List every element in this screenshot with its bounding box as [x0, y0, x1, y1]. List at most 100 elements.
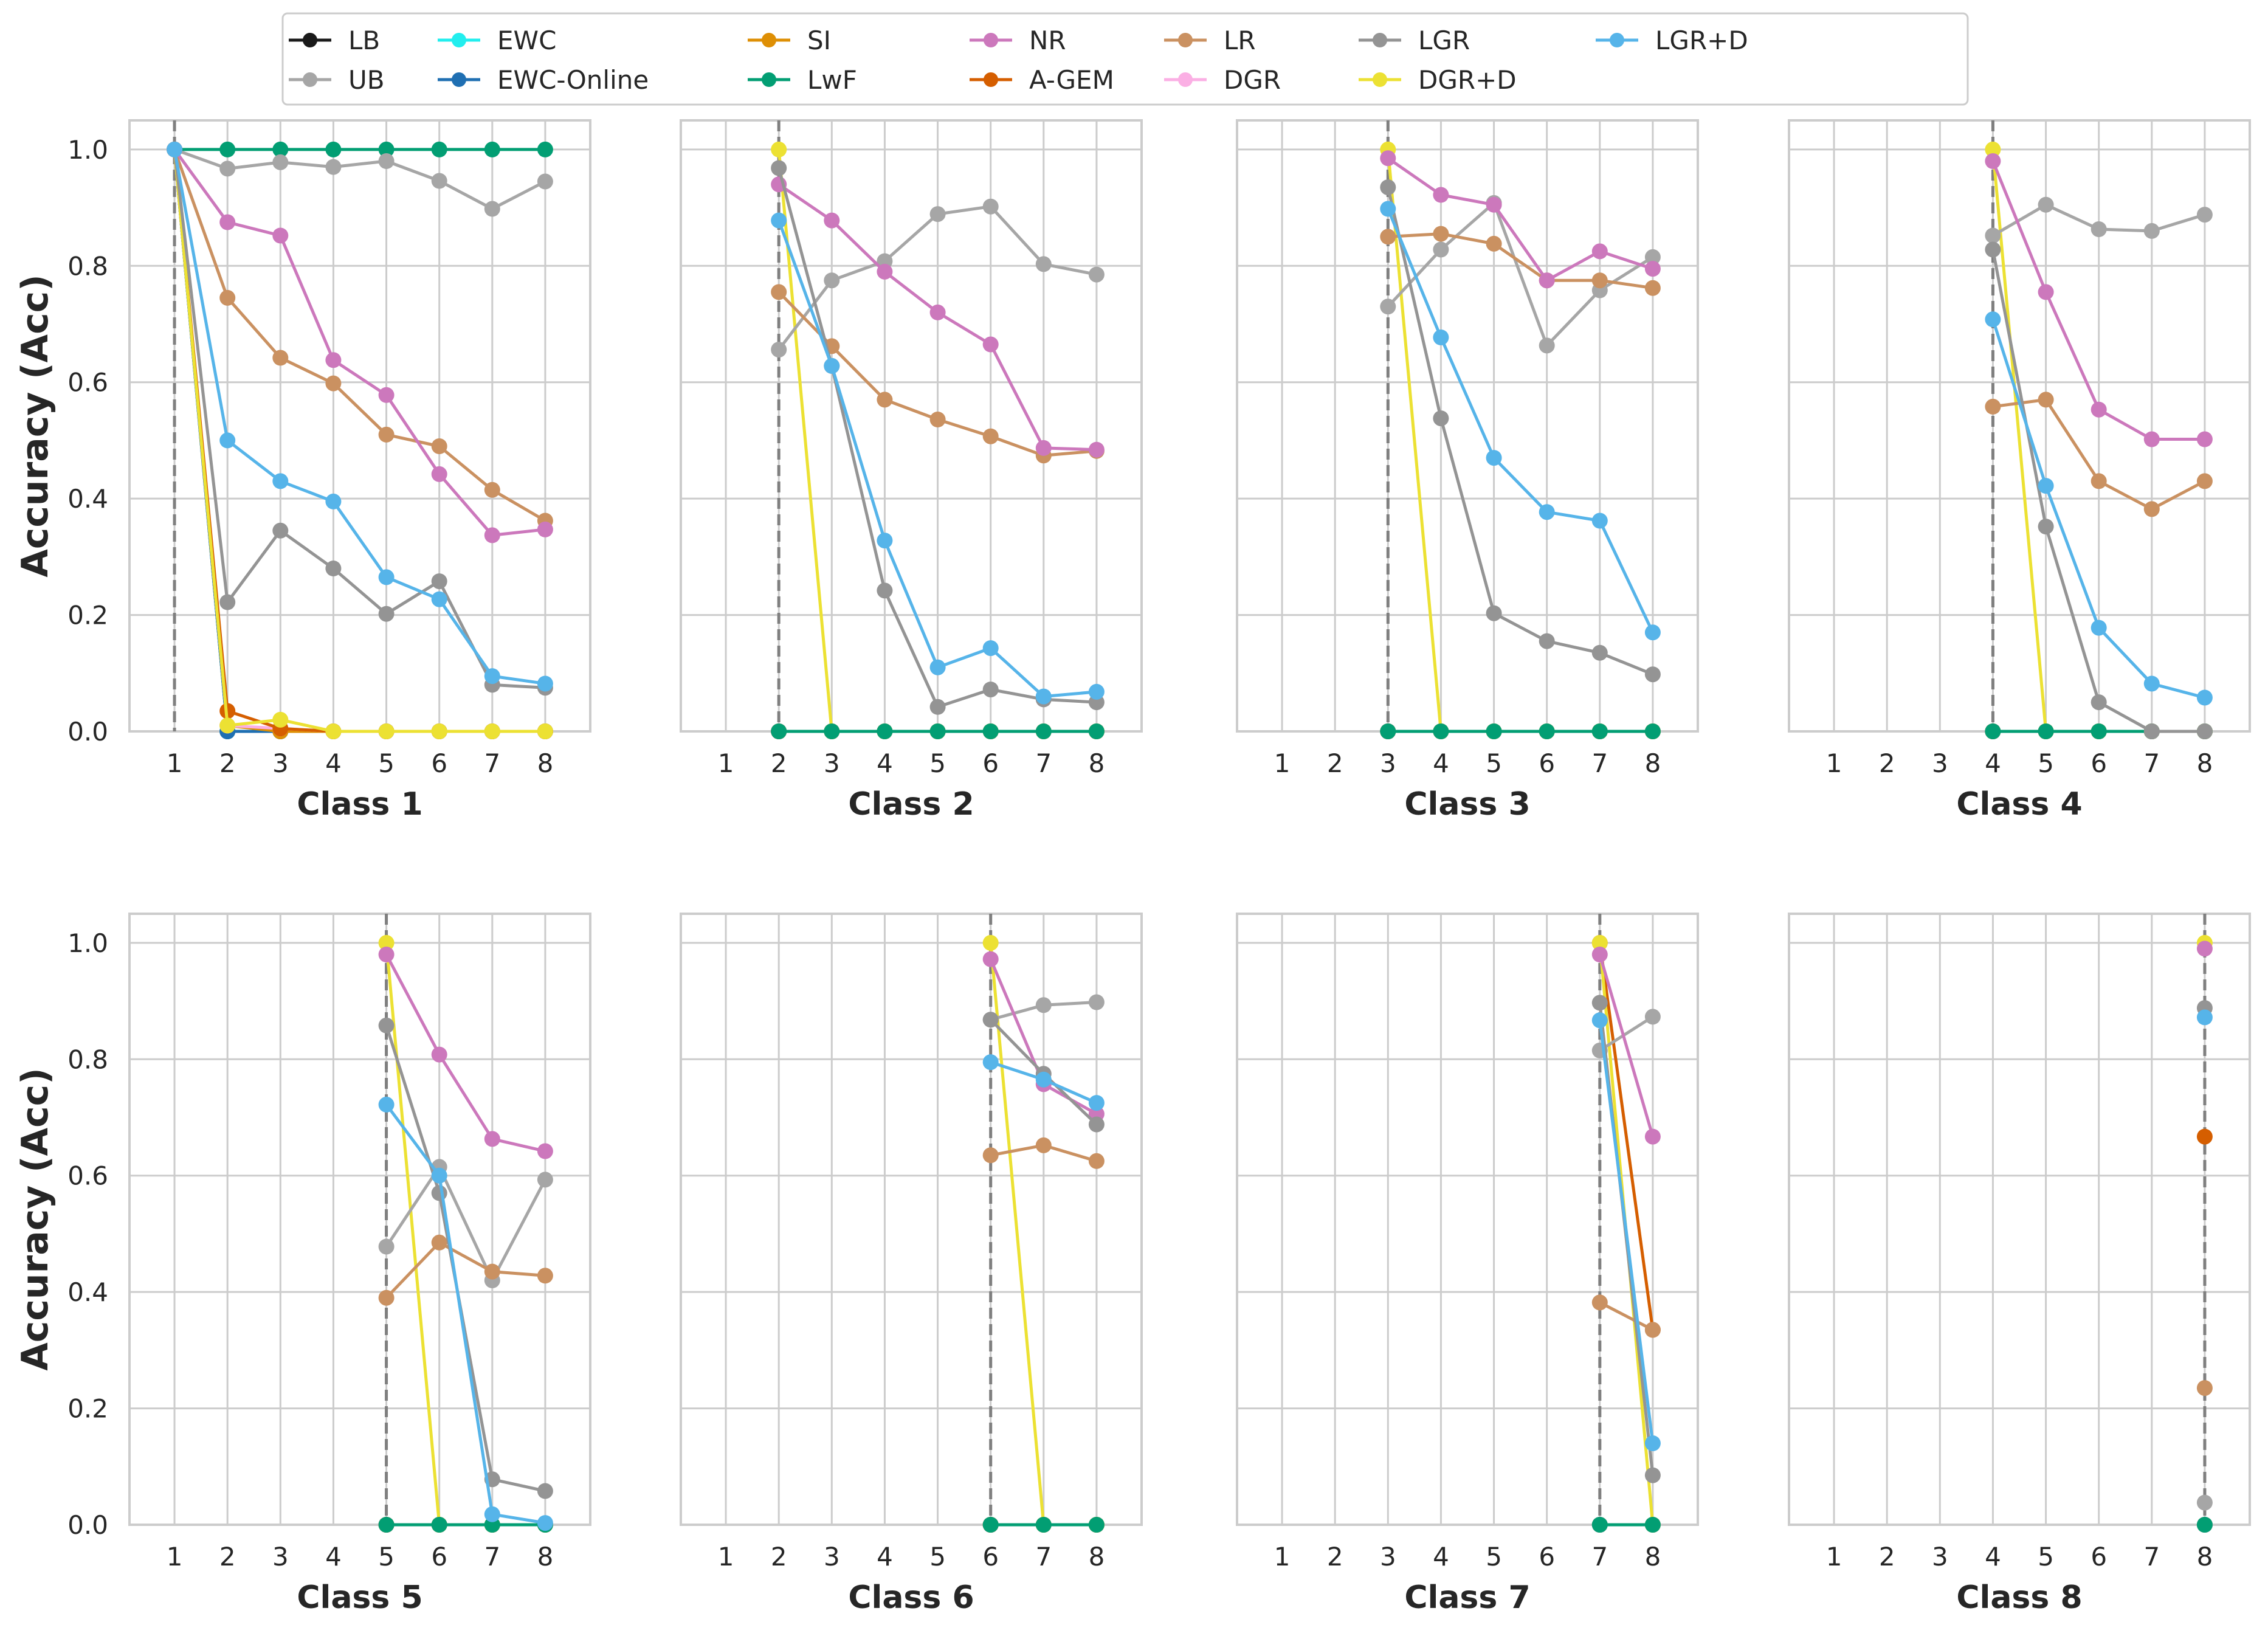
data-point: [1035, 1071, 1052, 1088]
legend-label-lwf: LwF: [807, 65, 857, 95]
series-a-gem: [2196, 1128, 2213, 1145]
data-point: [1539, 504, 1555, 520]
x-tick-label: 6: [2090, 1542, 2107, 1572]
y-tick-label: 0.4: [67, 1277, 108, 1307]
data-point: [877, 723, 893, 739]
data-point: [2143, 501, 2160, 517]
y-tick-labels: 0.0 0.2 0.4 0.6 0.8 1.0: [67, 928, 108, 1540]
data-point: [431, 1046, 447, 1063]
data-point: [537, 1268, 553, 1284]
legend-item-a-gem: A-GEM: [970, 65, 1114, 95]
legend-marker-dgr: [1178, 72, 1193, 87]
data-point: [219, 289, 236, 306]
legend-item-dgr: DGR: [1164, 65, 1281, 95]
legend-label-ewc-online: EWC-Online: [497, 65, 649, 95]
data-point: [1088, 1116, 1105, 1133]
data-point: [537, 723, 553, 739]
data-point: [272, 154, 289, 170]
x-tick-label: 3: [1932, 748, 1948, 778]
data-point: [982, 1517, 999, 1533]
data-point: [1486, 235, 1502, 252]
legend: LB UB EWC EWC-Online SI LwF NR A-GEM LR DGR LGR DGR…: [281, 12, 1969, 106]
data-point: [877, 582, 893, 599]
data-point: [2196, 1494, 2213, 1511]
series-line-nr: [1387, 157, 1653, 282]
legend-item-ewc: EWC: [438, 26, 556, 55]
panel-frame: [680, 913, 1143, 1526]
series-dgr-d: [167, 141, 553, 739]
x-tick-label: 7: [484, 748, 500, 778]
data-point: [1644, 1467, 1661, 1483]
data-point: [2196, 1009, 2213, 1026]
series-lgr-d: [771, 212, 1105, 705]
panel-title: Class 2: [848, 786, 974, 823]
data-point: [2038, 519, 2054, 535]
series-group: [167, 141, 553, 739]
data-point: [537, 521, 553, 537]
data-point: [378, 723, 395, 739]
data-point: [824, 212, 840, 229]
x-tick-label: 4: [1433, 748, 1449, 778]
data-point: [378, 1096, 395, 1113]
x-tick-label: 2: [1327, 1542, 1343, 1572]
data-point: [771, 212, 787, 229]
x-tick-label: 8: [2197, 748, 2213, 778]
x-tick-labels: 1 2 3 4 5 6 7 8: [1274, 1542, 1661, 1572]
data-point: [219, 594, 236, 610]
data-point: [272, 227, 289, 244]
series-group: [2196, 934, 2213, 1533]
data-point: [1591, 243, 1608, 260]
data-point: [431, 591, 447, 607]
legend-frame: [281, 12, 1969, 106]
data-point: [929, 659, 946, 675]
y-tick-label: 0.0: [67, 1510, 108, 1540]
data-point: [1591, 1294, 1608, 1311]
data-point: [2038, 196, 2054, 213]
data-point: [2196, 1380, 2213, 1396]
data-point: [2196, 1517, 2213, 1533]
x-tick-label: 6: [2090, 748, 2107, 778]
data-point: [1433, 410, 1449, 427]
data-point: [219, 214, 236, 230]
series-nr: [167, 141, 553, 544]
data-point: [1985, 311, 2001, 328]
data-point: [2196, 941, 2213, 957]
data-point: [2090, 694, 2107, 711]
data-point: [378, 387, 395, 403]
x-tick-label: 7: [2143, 1542, 2160, 1572]
data-point: [1985, 227, 2001, 244]
data-point: [1985, 398, 2001, 415]
data-point: [1539, 633, 1555, 649]
x-tick-label: 3: [272, 1542, 289, 1572]
series-line-lgr-d: [173, 149, 546, 685]
data-point: [378, 1017, 395, 1034]
data-point: [771, 141, 787, 157]
y-tick-labels: 0.0 0.2 0.4 0.6 0.8 1.0: [67, 135, 108, 747]
data-point: [219, 717, 236, 734]
series-line-lgr-d: [1598, 1020, 1655, 1444]
x-tick-label: 5: [929, 748, 946, 778]
x-tick-label: 7: [1591, 1542, 1608, 1572]
legend-label-dgr-d: DGR+D: [1418, 65, 1517, 95]
data-point: [325, 493, 342, 509]
panel-class-8: 1 2 3 4 5 6 7 8 Class 8: [1788, 913, 2251, 1616]
series-group: [1380, 141, 1661, 739]
data-point: [982, 1012, 999, 1028]
data-point: [1088, 266, 1105, 283]
x-tick-label: 8: [1645, 748, 1661, 778]
data-point: [1539, 272, 1555, 289]
series-line-lr: [1599, 1301, 1654, 1331]
legend-label-lgr-d: LGR+D: [1655, 26, 1748, 55]
data-point: [1644, 1322, 1661, 1338]
data-point: [2038, 478, 2054, 494]
panel-class-6: 1 2 3 4 5 6 7 8 Class 6: [680, 913, 1143, 1616]
legend-label-ewc: EWC: [497, 26, 556, 55]
series-line-lr: [173, 149, 546, 522]
legend-item-lwf: LwF: [748, 65, 857, 95]
series-line-nr: [1598, 954, 1655, 1137]
data-point: [272, 350, 289, 366]
x-tick-label: 3: [1380, 748, 1396, 778]
data-point: [1433, 241, 1449, 258]
series-lwf: [1591, 1517, 1661, 1533]
data-point: [1380, 229, 1396, 245]
